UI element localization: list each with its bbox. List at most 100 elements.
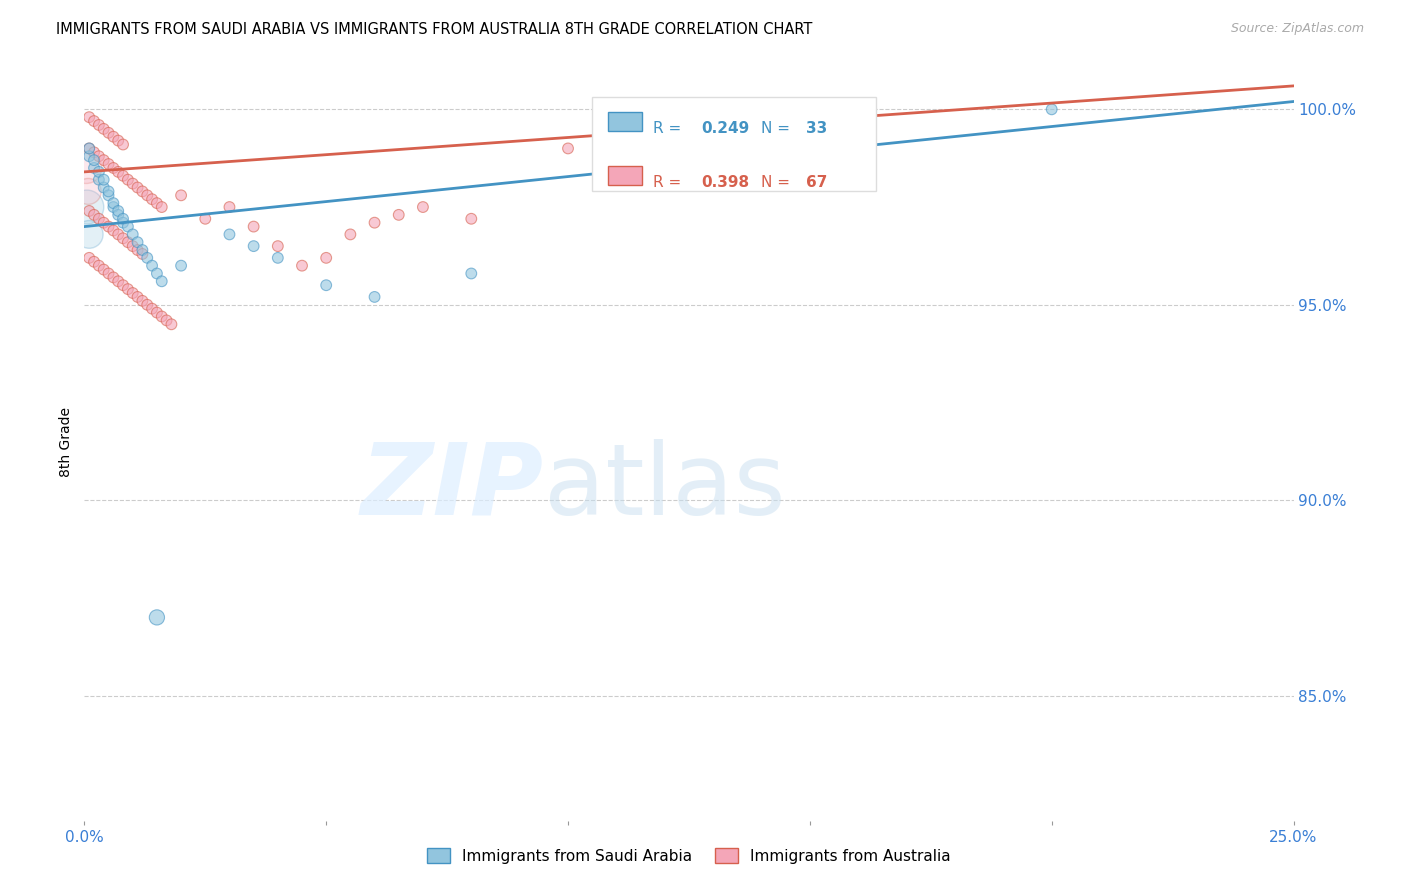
Point xyxy=(146,267,169,281)
Point xyxy=(93,262,115,277)
Point xyxy=(87,172,110,186)
Point xyxy=(363,290,385,304)
Text: ZIP: ZIP xyxy=(361,439,544,535)
Point xyxy=(170,188,193,202)
Text: R =: R = xyxy=(652,175,686,190)
Point xyxy=(112,231,135,245)
Point xyxy=(97,188,120,202)
Point xyxy=(97,126,120,140)
Point xyxy=(93,153,115,168)
Point xyxy=(127,180,149,194)
Point xyxy=(146,610,169,624)
Legend: Immigrants from Saudi Arabia, Immigrants from Australia: Immigrants from Saudi Arabia, Immigrants… xyxy=(420,842,957,870)
Point xyxy=(242,219,264,234)
Text: 0.398: 0.398 xyxy=(702,175,749,190)
Point xyxy=(388,208,411,222)
Point xyxy=(83,254,105,268)
Point xyxy=(107,134,129,148)
Point xyxy=(460,267,482,281)
Text: N =: N = xyxy=(762,120,796,136)
Point xyxy=(136,298,159,312)
Point xyxy=(112,216,135,230)
Text: 33: 33 xyxy=(806,120,828,136)
Point xyxy=(131,185,153,199)
Text: 0.249: 0.249 xyxy=(702,120,749,136)
FancyBboxPatch shape xyxy=(592,96,876,191)
Point xyxy=(557,141,579,155)
Point xyxy=(121,227,143,242)
Point xyxy=(1040,103,1063,117)
Text: Source: ZipAtlas.com: Source: ZipAtlas.com xyxy=(1230,22,1364,36)
Point xyxy=(103,161,125,175)
Point xyxy=(127,243,149,257)
Point xyxy=(83,208,105,222)
Point xyxy=(83,153,105,168)
Point xyxy=(194,211,217,226)
Point xyxy=(131,243,153,257)
Point xyxy=(97,267,120,281)
Point xyxy=(150,310,173,324)
Point xyxy=(136,251,159,265)
Point xyxy=(141,192,163,206)
Point xyxy=(131,247,153,261)
Point xyxy=(77,149,100,163)
Point xyxy=(103,129,125,144)
Point xyxy=(150,274,173,288)
Point xyxy=(117,172,139,186)
Point xyxy=(412,200,434,214)
Point xyxy=(117,235,139,250)
Point xyxy=(107,165,129,179)
Point xyxy=(97,185,120,199)
Point xyxy=(77,110,100,124)
Point xyxy=(75,161,97,175)
Text: 67: 67 xyxy=(806,175,828,190)
Point xyxy=(77,185,100,199)
Point xyxy=(87,165,110,179)
Point xyxy=(83,161,105,175)
Text: IMMIGRANTS FROM SAUDI ARABIA VS IMMIGRANTS FROM AUSTRALIA 8TH GRADE CORRELATION : IMMIGRANTS FROM SAUDI ARABIA VS IMMIGRAN… xyxy=(56,22,813,37)
Point xyxy=(170,259,193,273)
Point xyxy=(117,282,139,296)
Point xyxy=(267,239,290,253)
Point xyxy=(218,200,240,214)
Point xyxy=(150,200,173,214)
Point xyxy=(315,278,337,293)
Point xyxy=(155,313,177,327)
Point xyxy=(146,305,169,319)
Bar xyxy=(607,112,641,130)
Point xyxy=(112,169,135,183)
Point xyxy=(127,235,149,250)
Point xyxy=(242,239,264,253)
Point xyxy=(146,196,169,211)
Point xyxy=(460,211,482,226)
Point xyxy=(103,196,125,211)
Y-axis label: 8th Grade: 8th Grade xyxy=(59,407,73,476)
Point xyxy=(267,251,290,265)
Point xyxy=(218,227,240,242)
Point xyxy=(339,227,361,242)
Point xyxy=(291,259,314,273)
Point xyxy=(363,216,385,230)
Point xyxy=(107,203,129,218)
Point xyxy=(97,157,120,171)
Point xyxy=(97,219,120,234)
Point xyxy=(83,145,105,160)
Point xyxy=(77,203,100,218)
Point xyxy=(131,293,153,308)
Point xyxy=(127,290,149,304)
Point xyxy=(121,177,143,191)
Point xyxy=(93,172,115,186)
Point xyxy=(77,227,100,242)
Point xyxy=(117,219,139,234)
Point xyxy=(107,274,129,288)
Point xyxy=(107,227,129,242)
Point xyxy=(103,223,125,237)
Point xyxy=(87,211,110,226)
Text: N =: N = xyxy=(762,175,796,190)
Point xyxy=(103,200,125,214)
Text: R =: R = xyxy=(652,120,686,136)
Point xyxy=(121,286,143,301)
Point xyxy=(121,239,143,253)
Point xyxy=(103,270,125,285)
Point xyxy=(87,118,110,132)
